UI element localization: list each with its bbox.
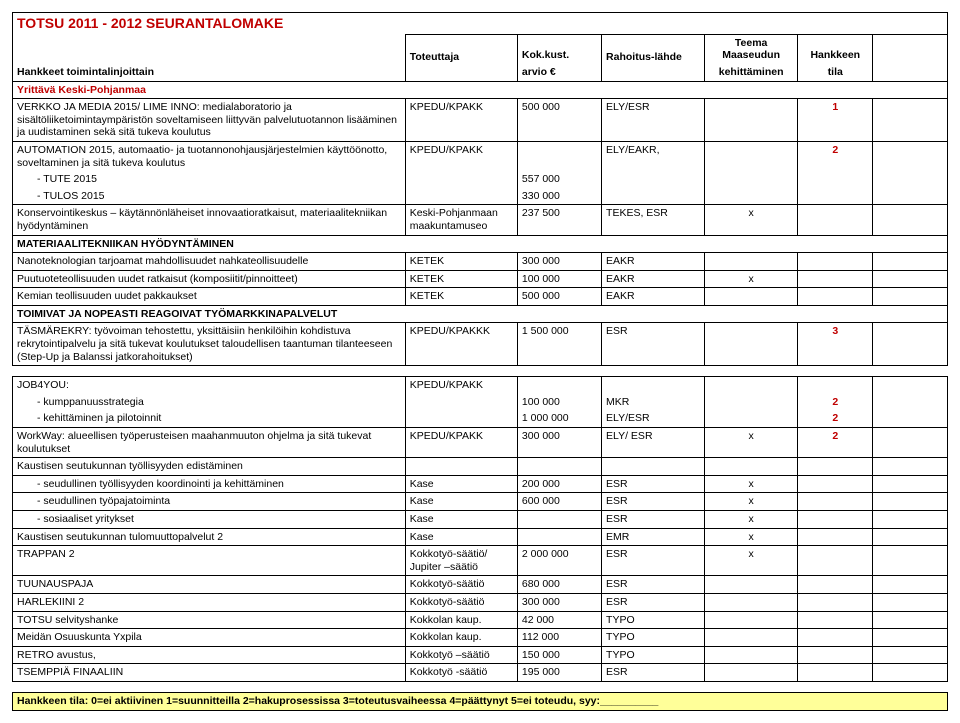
- legend: Hankkeen tila: 0=ei aktiivinen 1=suunnit…: [13, 692, 948, 710]
- table-row: JOB4YOU:KPEDU/KPAKK: [13, 377, 948, 394]
- hdr-kokkust1: Kok.kust.: [517, 34, 601, 64]
- table-row: TRAPPAN 2Kokkotyö-säätiö/ Jupiter –sääti…: [13, 546, 948, 576]
- hdr-toteuttaja: Toteuttaja: [405, 34, 517, 81]
- table-row: - kumppanuusstrategia100 000MKR2: [13, 394, 948, 411]
- legend-table: Hankkeen tila: 0=ei aktiivinen 1=suunnit…: [12, 692, 948, 711]
- table-row: - TULOS 2015330 000: [13, 188, 948, 205]
- table-row: Konservointikeskus – käytännönläheiset i…: [13, 205, 948, 235]
- page-title: TOTSU 2011 - 2012 SEURANTALOMAKE: [17, 15, 283, 31]
- table-row: Kaustisen seutukunnan tulomuuttopalvelut…: [13, 528, 948, 546]
- sub-materiaali: MATERIAALITEKNIIKAN HYÖDYNTÄMINEN: [13, 235, 948, 253]
- table-row: VERKKO JA MEDIA 2015/ LIME INNO: mediala…: [13, 99, 948, 142]
- table-row: - TUTE 2015557 000: [13, 171, 948, 188]
- table-row: - seudullinen työpajatoimintaKase600 000…: [13, 493, 948, 511]
- table-row: Meidän Osuuskunta YxpilaKokkolan kaup.11…: [13, 629, 948, 647]
- table-row: HARLEKIINI 2Kokkotyö-säätiö300 000ESR: [13, 593, 948, 611]
- table-row: TÄSMÄREKRY: työvoiman tehostettu, yksitt…: [13, 323, 948, 366]
- table-row: - kehittäminen ja pilotoinnit1 000 000EL…: [13, 410, 948, 427]
- table-row: Kemian teollisuuden uudet pakkauksetKETE…: [13, 288, 948, 306]
- table-row: - sosiaaliset yrityksetKaseESRx: [13, 511, 948, 529]
- table-row: TSEMPPIÄ FINAALIINKokkotyö -säätiö195 00…: [13, 664, 948, 682]
- table-row: Nanoteknologian tarjoamat mahdollisuudet…: [13, 253, 948, 271]
- table-row: Kaustisen seutukunnan työllisyyden edist…: [13, 458, 948, 476]
- table-row: WorkWay: alueellisen työperusteisen maah…: [13, 428, 948, 458]
- sub-toimivat: TOIMIVAT JA NOPEASTI REAGOIVAT TYÖMARKKI…: [13, 305, 948, 323]
- table-row: Puutuoteteollisuuden uudet ratkaisut (ko…: [13, 270, 948, 288]
- tracking-table-2: JOB4YOU:KPEDU/KPAKK- kumppanuusstrategia…: [12, 376, 948, 682]
- hdr-hankkeet: Hankkeet toimintalinjoittain: [13, 64, 406, 81]
- table-row: AUTOMATION 2015, automaatio- ja tuotanno…: [13, 141, 948, 171]
- section-yrittava: Yrittävä Keski-Pohjanmaa: [13, 81, 948, 99]
- table-row: RETRO avustus,Kokkotyö –säätiö150 000TYP…: [13, 646, 948, 664]
- table-row: TUUNAUSPAJAKokkotyö-säätiö680 000ESR: [13, 576, 948, 594]
- hdr-rahoitus: Rahoitus-lähde: [602, 34, 705, 81]
- table-row: - seudullinen työllisyyden koordinointi …: [13, 475, 948, 493]
- tracking-table: TOTSU 2011 - 2012 SEURANTALOMAKE Toteutt…: [12, 12, 948, 366]
- table-row: TOTSU selvityshankeKokkolan kaup.42 000T…: [13, 611, 948, 629]
